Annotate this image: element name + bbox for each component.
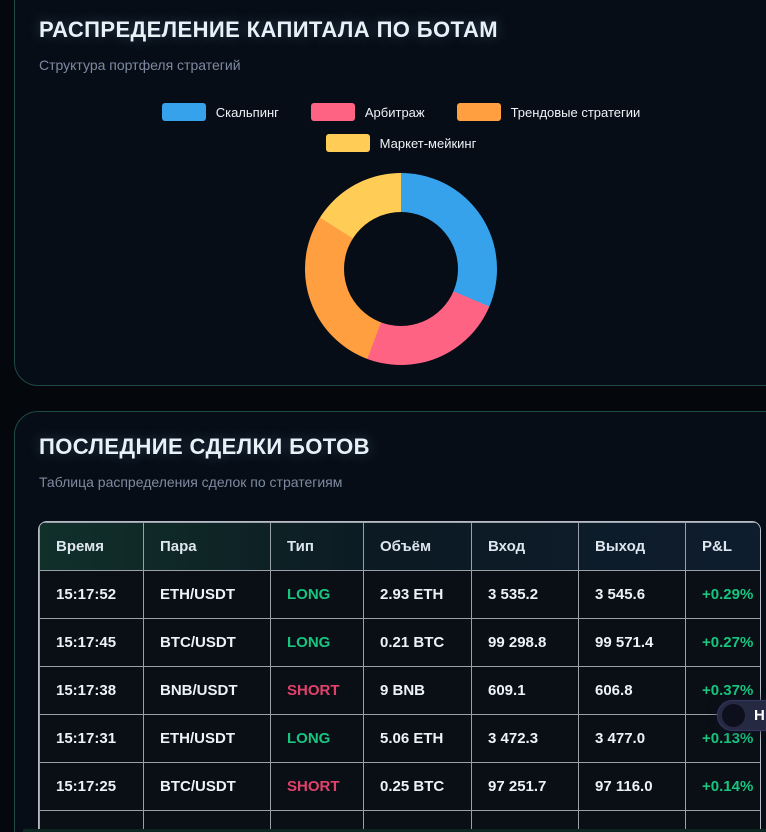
col-header-volume: Объём <box>363 522 472 571</box>
legend-swatch-icon <box>310 103 355 121</box>
trades-table: Время Пара Тип Объём Вход Выход P&L 15:1… <box>38 521 761 832</box>
allocation-card-title: РАСПРЕДЕЛЕНИЕ КАПИТАЛА ПО БОТАМ <box>39 17 498 42</box>
legend-item-trend[interactable]: Трендовые стратегии <box>456 103 641 121</box>
trade-volume: 2.93 ETH <box>363 570 472 619</box>
legend-row: Скальпинг Арбитраж Трендовые стратегии <box>161 103 641 121</box>
trade-row: 15:17:45 BTC/USDT LONG 0.21 BTC 99 298.8… <box>39 618 760 667</box>
trade-pair: BTC/USDT <box>143 762 271 811</box>
legend-item-arbitrage[interactable]: Арбитраж <box>310 103 425 121</box>
trade-exit: 3 477.0 <box>578 714 686 763</box>
legend-item-scalping[interactable]: Скальпинг <box>161 103 279 121</box>
chart-legend: Скальпинг Арбитраж Трендовые стратегии М… <box>15 103 766 152</box>
trade-pnl: +0.29% <box>685 570 760 619</box>
trade-pair: BTC/USDT <box>143 618 271 667</box>
floating-action-button[interactable]: Н <box>717 700 766 731</box>
col-header-type: Тип <box>270 522 364 571</box>
legend-label: Скальпинг <box>215 104 279 120</box>
trade-volume: 5.06 ETH <box>363 714 472 763</box>
trade-exit: 97 116.0 <box>578 762 686 811</box>
trade-time: 15:17:31 <box>39 714 144 763</box>
legend-swatch-icon <box>325 134 370 152</box>
trades-card: ПОСЛЕДНИЕ СДЕЛКИ БОТОВ Таблица распредел… <box>14 411 766 832</box>
trade-pnl: +0.27% <box>685 618 760 667</box>
trade-row-partial <box>39 810 760 832</box>
fab-circle-icon <box>722 704 745 727</box>
col-header-exit: Выход <box>578 522 686 571</box>
trades-card-subtitle: Таблица распределения сделок по стратеги… <box>39 474 343 490</box>
trade-pnl: +0.14% <box>685 762 760 811</box>
next-section-edge <box>23 829 766 832</box>
donut-hole <box>344 212 458 326</box>
trade-pair: ETH/USDT <box>143 714 271 763</box>
trade-entry: 3 472.3 <box>471 714 579 763</box>
legend-label: Маркет-мейкинг <box>379 135 477 151</box>
legend-swatch-icon <box>161 103 206 121</box>
fab-label: Н <box>754 707 765 724</box>
trades-card-title: ПОСЛЕДНИЕ СДЕЛКИ БОТОВ <box>39 434 370 459</box>
trade-time: 15:17:45 <box>39 618 144 667</box>
trade-type: SHORT <box>270 666 364 715</box>
legend-row: Маркет-мейкинг <box>325 134 477 152</box>
trade-volume: 0.21 BTC <box>363 618 472 667</box>
trade-exit: 99 571.4 <box>578 618 686 667</box>
legend-label: Арбитраж <box>364 104 425 120</box>
legend-item-market-making[interactable]: Маркет-мейкинг <box>325 134 477 152</box>
trade-volume: 9 BNB <box>363 666 472 715</box>
trade-row: 15:17:38 BNB/USDT SHORT 9 BNB 609.1 606.… <box>39 666 760 715</box>
col-header-time: Время <box>39 522 144 571</box>
table-header-row: Время Пара Тип Объём Вход Выход P&L <box>39 522 760 571</box>
allocation-card: РАСПРЕДЕЛЕНИЕ КАПИТАЛА ПО БОТАМ Структур… <box>14 0 766 386</box>
trade-exit: 3 545.6 <box>578 570 686 619</box>
col-header-pair: Пара <box>143 522 271 571</box>
trade-time: 15:17:25 <box>39 762 144 811</box>
trade-pair: ETH/USDT <box>143 570 271 619</box>
trade-entry: 609.1 <box>471 666 579 715</box>
trade-row: 15:17:31 ETH/USDT LONG 5.06 ETH 3 472.3 … <box>39 714 760 763</box>
legend-label: Трендовые стратегии <box>510 104 641 120</box>
trade-type: LONG <box>270 618 364 667</box>
trade-pair: BNB/USDT <box>143 666 271 715</box>
col-header-pnl: P&L <box>685 522 760 571</box>
trade-type: LONG <box>270 570 364 619</box>
trade-time: 15:17:38 <box>39 666 144 715</box>
trade-entry: 3 535.2 <box>471 570 579 619</box>
trade-exit: 606.8 <box>578 666 686 715</box>
donut-chart[interactable] <box>305 173 497 365</box>
trade-time: 15:17:52 <box>39 570 144 619</box>
trade-entry: 97 251.7 <box>471 762 579 811</box>
allocation-card-subtitle: Структура портфеля стратегий <box>39 57 241 73</box>
trade-volume: 0.25 BTC <box>363 762 472 811</box>
col-header-entry: Вход <box>471 522 579 571</box>
legend-swatch-icon <box>456 103 501 121</box>
trade-row: 15:17:25 BTC/USDT SHORT 0.25 BTC 97 251.… <box>39 762 760 811</box>
trade-entry: 99 298.8 <box>471 618 579 667</box>
trade-row: 15:17:52 ETH/USDT LONG 2.93 ETH 3 535.2 … <box>39 570 760 619</box>
trade-type: SHORT <box>270 762 364 811</box>
trade-type: LONG <box>270 714 364 763</box>
